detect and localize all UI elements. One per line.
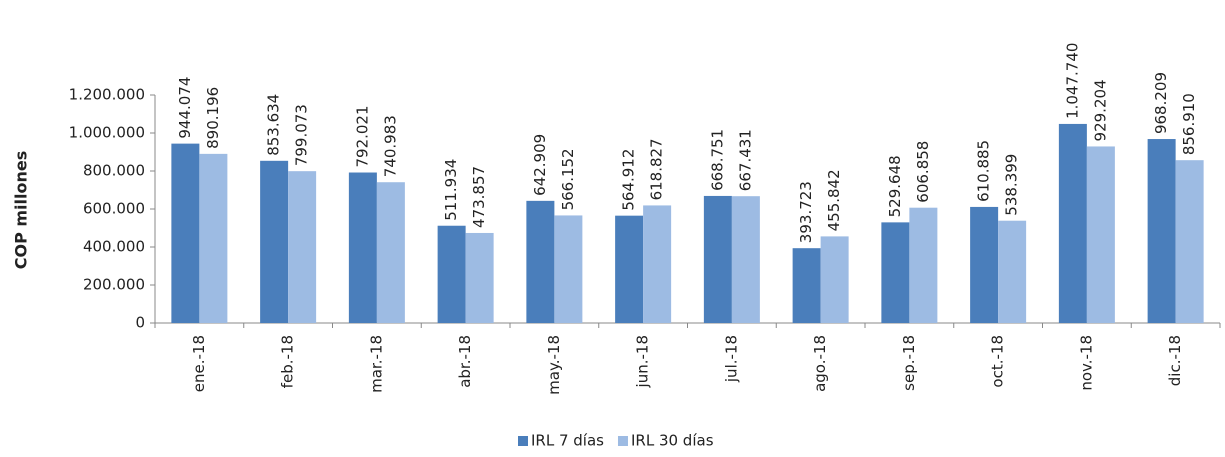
bar (909, 207, 938, 323)
bar (376, 182, 405, 323)
value-label: 610.885 (975, 140, 993, 202)
value-label: 667.431 (736, 129, 754, 191)
legend-swatch (617, 436, 628, 446)
value-label: 473.857 (470, 166, 488, 228)
bar (615, 215, 644, 323)
x-tick-label: dic.-18 (1166, 335, 1184, 386)
legend-label: IRL 30 días (631, 432, 714, 450)
y-tick-label: 1.000.000 (69, 124, 145, 142)
x-tick-label: ago.-18 (811, 335, 829, 392)
bar (970, 206, 999, 323)
value-label: 529.648 (886, 155, 904, 217)
legend-swatch (518, 436, 528, 446)
bar (881, 222, 910, 323)
value-label: 929.204 (1091, 79, 1109, 141)
bar (1175, 160, 1204, 323)
y-axis-title: COP millones (12, 151, 31, 270)
y-tick-label: 800.000 (83, 162, 145, 180)
value-label: 792.021 (353, 105, 371, 167)
x-tick-label: feb.-18 (279, 335, 297, 388)
value-label: 799.073 (293, 104, 311, 166)
x-tick-label: jun.-18 (634, 335, 652, 388)
value-label: 566.152 (559, 148, 577, 210)
y-tick-label: 1.200.000 (69, 86, 145, 104)
value-label: 968.209 (1152, 72, 1170, 134)
value-label: 642.909 (531, 134, 549, 196)
value-label: 853.634 (265, 94, 283, 156)
value-label: 618.827 (648, 138, 666, 200)
bar (1086, 146, 1115, 323)
bar (703, 195, 732, 323)
bar (1058, 123, 1087, 323)
value-label: 856.910 (1180, 93, 1198, 155)
value-label: 564.912 (620, 149, 638, 211)
x-tick-label: sep.-18 (900, 335, 918, 391)
bar (643, 205, 672, 323)
bar (437, 225, 466, 323)
bar (260, 160, 289, 323)
bar (554, 215, 583, 323)
bar (171, 143, 200, 323)
bar (288, 171, 317, 323)
x-tick-label: nov.-18 (1077, 335, 1095, 391)
y-tick-label: 400.000 (83, 238, 145, 256)
x-tick-label: ene.-18 (190, 335, 208, 392)
bar (199, 153, 228, 323)
value-label: 455.842 (825, 169, 843, 231)
x-tick-label: abr.-18 (456, 335, 474, 388)
value-label: 511.934 (442, 159, 460, 221)
value-label: 606.858 (914, 141, 932, 203)
bar (465, 232, 494, 323)
x-tick-label: may.-18 (545, 335, 563, 395)
bar (1147, 139, 1176, 323)
y-tick-label: 200.000 (83, 276, 145, 294)
value-label: 393.723 (797, 181, 815, 243)
bar (526, 200, 555, 323)
x-tick-label: mar.-18 (367, 335, 385, 393)
value-label: 1.047.740 (1063, 43, 1081, 119)
value-label: 944.074 (176, 77, 194, 139)
bar (820, 236, 849, 323)
legend-label: IRL 7 días (531, 432, 604, 450)
value-label: 740.983 (381, 115, 399, 177)
value-label: 668.751 (708, 129, 726, 191)
y-tick-label: 600.000 (83, 200, 145, 218)
bar (348, 172, 377, 323)
bar (731, 196, 760, 323)
bar (998, 220, 1027, 323)
value-label: 538.399 (1003, 154, 1021, 216)
bar (792, 248, 821, 323)
x-tick-label: oct.-18 (989, 335, 1007, 388)
x-tick-label: jul.-18 (722, 335, 740, 383)
value-label: 890.196 (204, 87, 222, 149)
y-tick-label: 0 (135, 314, 145, 332)
